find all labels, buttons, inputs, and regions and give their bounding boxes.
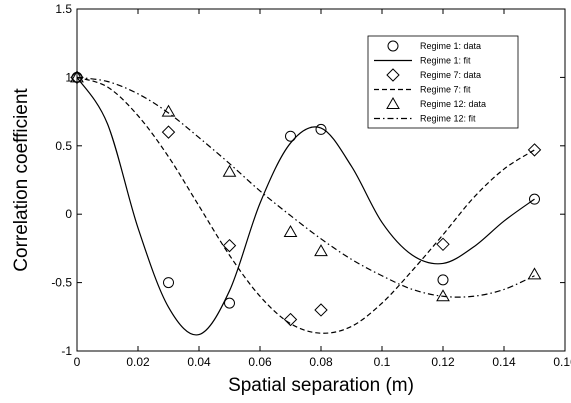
x-tick-label: 0: [74, 355, 81, 369]
regime-12-data-point: [436, 289, 450, 302]
regime-12-data-point: [314, 244, 328, 257]
legend-label-regime-1-data: Regime 1: data: [420, 41, 481, 51]
y-tick-label: -0.5: [51, 276, 72, 290]
x-tick-label: 0.08: [309, 355, 333, 369]
regime-12-data-point: [222, 164, 237, 177]
x-tick-label: 0.06: [248, 355, 272, 369]
regime-1-data-point: [163, 277, 174, 289]
y-tick-label: 0: [65, 207, 72, 221]
regime-1-data-point: [437, 274, 449, 286]
regime-1-data-point: [224, 297, 235, 309]
regime-7-data-point: [283, 312, 298, 327]
regime-7-fit-line: [76, 76, 535, 334]
regime-7-data-point: [70, 70, 84, 85]
regime-1-data-point: [315, 123, 327, 135]
regime-12-data-point: [527, 267, 542, 280]
regime-7-data-point: [161, 125, 176, 139]
x-tick-label: 0.1: [374, 355, 391, 369]
legend-label-regime-1-fit: Regime 1: fit: [420, 56, 471, 66]
legend: Regime 1: data Regime 1: fit Regime 7: dat…: [367, 35, 519, 129]
x-tick-label: 0.16: [553, 355, 571, 369]
axis-ticks: 0 0.02 0.04 0.06 0.08 0.1 0.12 0.14 0.16 -1 -0.5 0 0…: [51, 2, 571, 369]
regime-12-data-point: [283, 224, 298, 237]
y-tick-label: -1: [61, 344, 72, 358]
x-axis-label: Spatial separation (m): [228, 375, 414, 396]
regime-1-data-point: [285, 130, 296, 142]
x-tick-label: 0.02: [126, 355, 150, 369]
y-tick-label: 0.5: [55, 139, 72, 153]
legend-marker-regime-12-data: [386, 96, 400, 109]
regime-7-data-point: [222, 238, 237, 253]
legend-label-regime-7-fit: Regime 7: fit: [420, 85, 471, 95]
legend-marker-regime-7-data: [386, 68, 400, 82]
regime-7-data-point: [314, 303, 328, 317]
x-tick-label: 0.12: [431, 355, 455, 369]
legend-label-regime-7-data: Regime 7: data: [420, 70, 481, 80]
regime-12-fit-line: [76, 76, 535, 298]
y-tick-label: 1: [65, 70, 72, 84]
y-axis-label: Correlation coefficient: [11, 88, 32, 272]
legend-label-regime-12-fit: Regime 12: fit: [420, 114, 476, 124]
legend-label-regime-12-data: Regime 12: data: [420, 99, 486, 109]
regime-7-data-point: [527, 143, 542, 157]
y-tick-label: 1.5: [55, 2, 72, 16]
regime-7-data-point: [436, 237, 450, 252]
regime-12-data-point: [70, 70, 84, 83]
regime-1-data-point: [529, 193, 540, 205]
regime-12-data-point: [161, 104, 176, 117]
legend-marker-regime-1-data: [387, 40, 399, 52]
x-tick-label: 0.04: [187, 355, 211, 369]
series-layer: [70, 70, 542, 336]
x-tick-label: 0.14: [492, 355, 516, 369]
